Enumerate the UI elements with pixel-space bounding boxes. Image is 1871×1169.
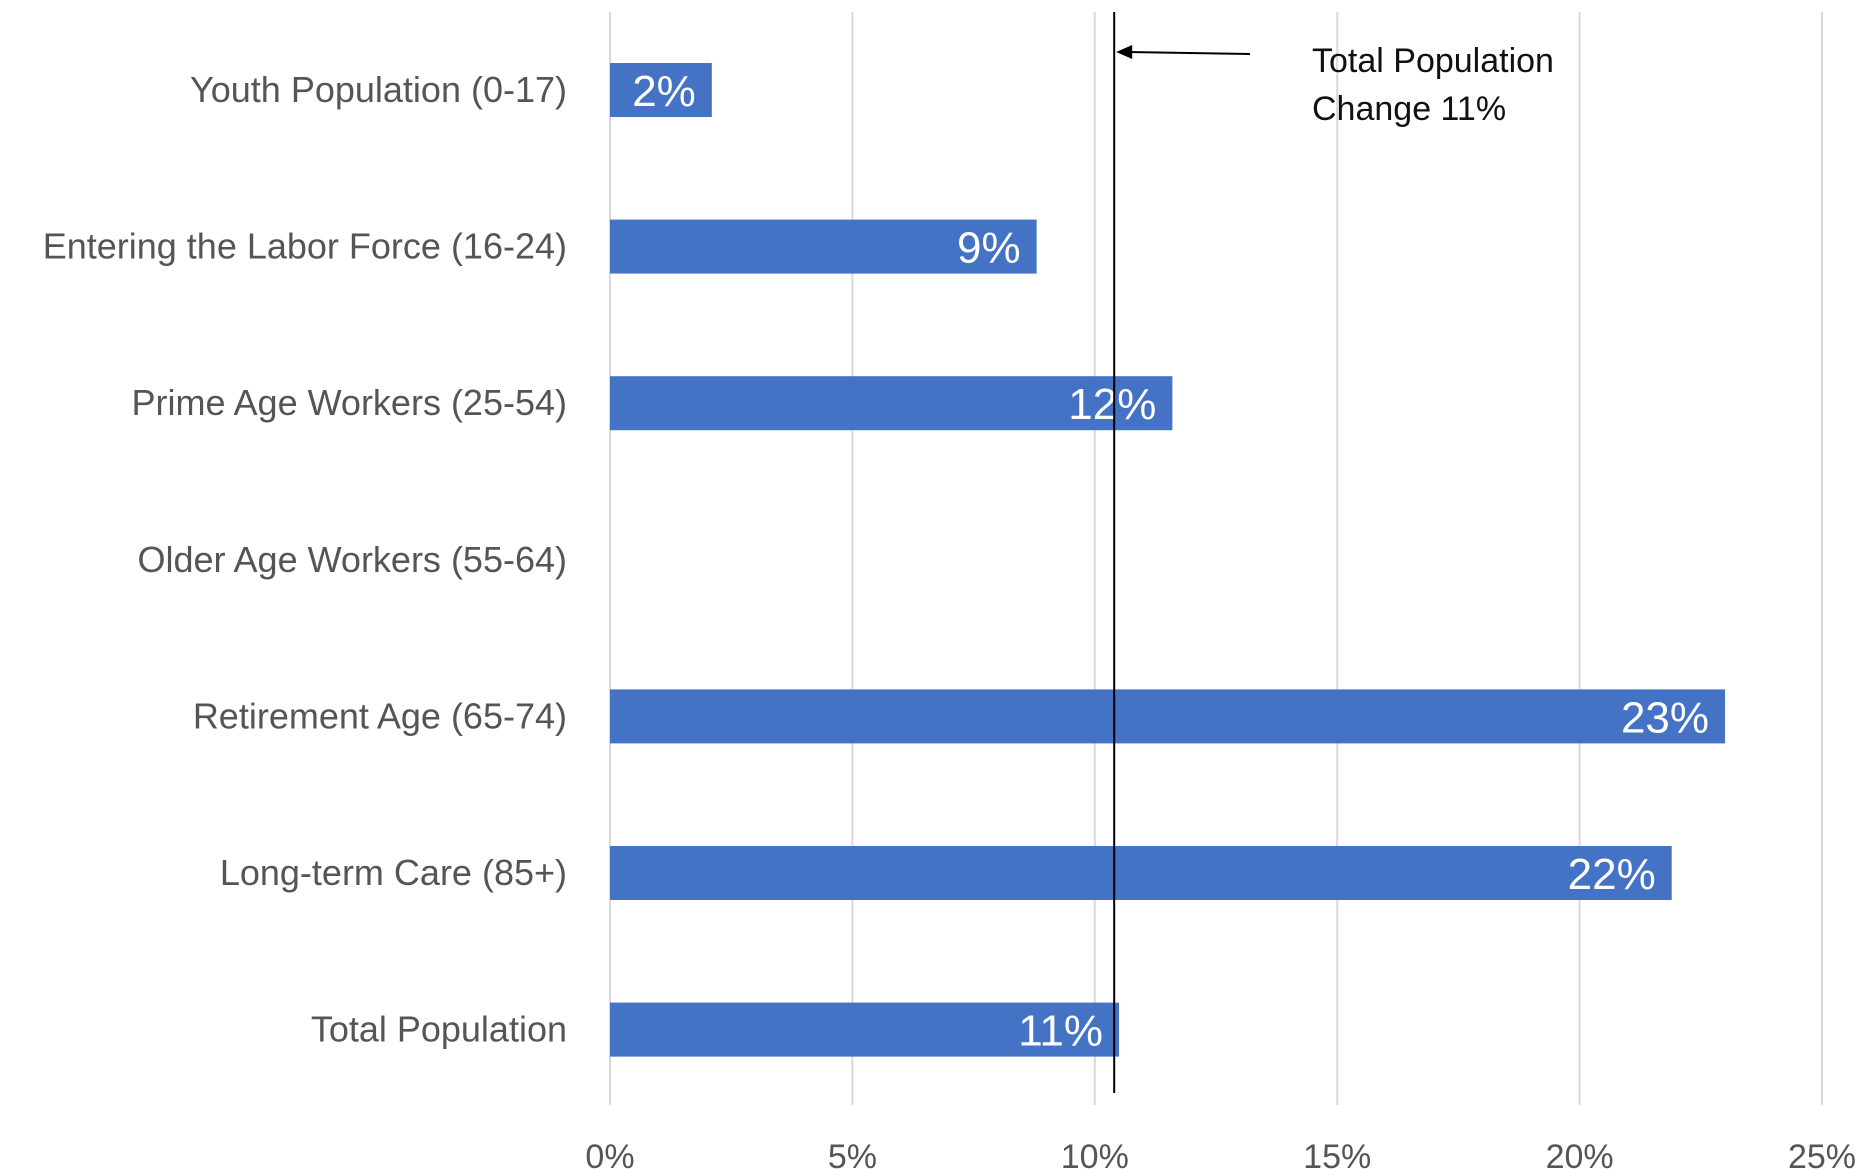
category-label: Older Age Workers (55-64) xyxy=(137,539,567,580)
category-label: Long-term Care (85+) xyxy=(220,852,567,893)
x-tick-label: 25% xyxy=(1788,1138,1856,1169)
reference-annotation: Total Population Change 11% xyxy=(1113,12,1554,1093)
bar-value-label: 9% xyxy=(957,224,1021,273)
annotation-line-1: Total Population xyxy=(1312,42,1554,80)
grid-lines xyxy=(609,12,1823,1105)
bars xyxy=(610,63,1726,1057)
x-tick-labels: 0% 5% 10% 15% 20% 25% xyxy=(585,1138,1856,1169)
annotation-arrow xyxy=(1128,51,1251,55)
bar xyxy=(610,1002,1120,1057)
category-label: Prime Age Workers (25-54) xyxy=(132,382,567,423)
category-label: Entering the Labor Force (16-24) xyxy=(43,226,567,267)
bar-value-label: 22% xyxy=(1568,850,1656,899)
x-tick-label: 20% xyxy=(1546,1138,1614,1169)
bar xyxy=(610,219,1037,274)
bar xyxy=(610,376,1173,431)
bar-value-label: 2% xyxy=(632,67,696,116)
bar-value-label: 11% xyxy=(1018,1007,1103,1056)
bar xyxy=(610,846,1672,900)
x-tick-label: 0% xyxy=(585,1138,634,1169)
bar xyxy=(610,689,1726,744)
x-tick-label: 10% xyxy=(1061,1138,1129,1169)
category-labels: Youth Population (0-17) Entering the Labo… xyxy=(43,69,567,1050)
category-label: Total Population xyxy=(311,1009,567,1050)
x-tick-label: 15% xyxy=(1303,1138,1371,1169)
bar-value-label: 23% xyxy=(1621,693,1709,742)
bar-value-label: 12% xyxy=(1068,380,1156,429)
annotation-arrow-head xyxy=(1116,45,1133,59)
annotation-line-2: Change 11% xyxy=(1312,90,1506,128)
bar xyxy=(610,63,712,117)
category-label: Retirement Age (65-74) xyxy=(193,695,567,736)
bar-value-labels: 2% 9% 12% 23% 22% 11% xyxy=(632,67,1709,1056)
x-tick-label: 5% xyxy=(828,1138,877,1169)
category-label: Youth Population (0-17) xyxy=(190,69,567,110)
